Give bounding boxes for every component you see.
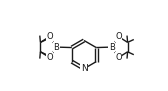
Text: O: O bbox=[46, 32, 53, 41]
Text: N: N bbox=[81, 64, 87, 73]
Text: O: O bbox=[46, 53, 53, 62]
Text: B: B bbox=[53, 43, 59, 52]
Text: B: B bbox=[109, 43, 115, 52]
Text: O: O bbox=[115, 53, 122, 62]
Text: O: O bbox=[115, 32, 122, 41]
